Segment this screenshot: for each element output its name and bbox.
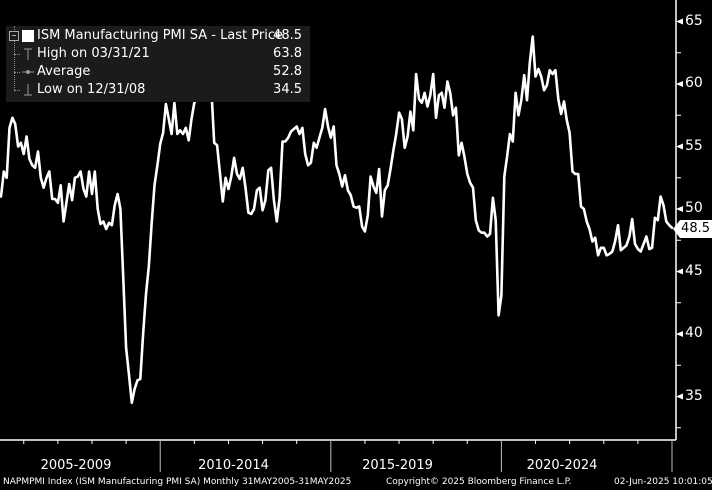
- legend-row-series[interactable]: ISM Manufacturing PMI SA - Last Price 48…: [6, 27, 306, 45]
- x-axis-ticks: [23, 440, 673, 472]
- legend-low-value: 34.5: [273, 82, 302, 97]
- period-label-2010-2014: 2010-2014: [198, 458, 269, 473]
- y-tick-marker: [676, 81, 683, 87]
- tree-branch: [14, 90, 20, 91]
- legend-tree-line: [14, 26, 16, 90]
- legend-high-label: High on 03/31/21: [37, 46, 150, 61]
- legend-low-label: Low on 12/31/08: [37, 82, 146, 97]
- y-tick-marker: [676, 18, 683, 25]
- y-tick-label: 65: [685, 12, 703, 29]
- y-tick-marker: [676, 268, 683, 275]
- low-marker-icon: [24, 84, 32, 96]
- legend-series-label: ISM Manufacturing PMI SA - Last Price: [37, 28, 283, 43]
- legend-high-value: 63.8: [273, 46, 302, 61]
- legend-row-low: Low on 12/31/08 34.5: [6, 81, 306, 99]
- y-tick-label: 45: [685, 262, 703, 279]
- y-tick-marker: [676, 331, 683, 337]
- legend-row-high: High on 03/31/21 63.8: [6, 45, 306, 63]
- y-tick-label: 50: [685, 200, 703, 216]
- tree-branch: [14, 54, 20, 55]
- legend-average-label: Average: [37, 64, 91, 79]
- period-label-2020-2024: 2020-2024: [526, 458, 598, 473]
- y-tick-marker: [676, 206, 683, 212]
- series-color-swatch: [22, 30, 34, 42]
- footer-copyright: Copyright© 2025 Bloomberg Finance L.P.: [386, 477, 572, 487]
- pmi-series-line: [0, 35, 674, 405]
- period-label-2005-2009: 2005-2009: [40, 458, 112, 473]
- legend-row-average: Average 52.8: [6, 63, 306, 81]
- last-price-tag: 48.5: [673, 220, 712, 238]
- y-tick-label: 40: [685, 325, 703, 341]
- high-marker-icon: [24, 48, 32, 60]
- y-tick-label: 35: [685, 387, 703, 404]
- period-label-2015-2019: 2015-2019: [362, 458, 433, 473]
- legend-series-value: 48.5: [273, 28, 302, 43]
- y-axis-ticks: [676, 18, 683, 429]
- legend-average-value: 52.8: [273, 64, 302, 79]
- collapse-icon[interactable]: [9, 31, 19, 41]
- y-tick-label: 60: [685, 75, 703, 91]
- average-marker-icon: [22, 70, 34, 74]
- y-tick-marker: [676, 143, 683, 150]
- footer-timestamp: 02-Jun-2025 10:01:05: [614, 477, 712, 487]
- footer-index-description: NAPMPMI Index (ISM Manufacturing PMI SA)…: [3, 477, 352, 487]
- legend-box: ISM Manufacturing PMI SA - Last Price 48…: [6, 26, 310, 102]
- y-tick-marker: [676, 393, 683, 400]
- y-tick-label: 55: [685, 137, 703, 154]
- tree-branch: [14, 72, 20, 73]
